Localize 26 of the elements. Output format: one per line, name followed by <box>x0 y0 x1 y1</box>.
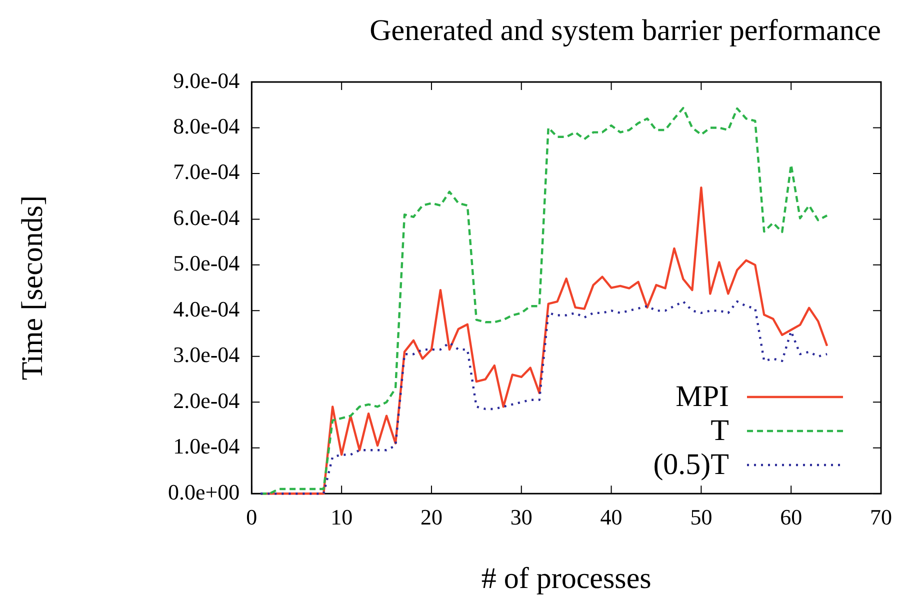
x-tick-label: 60 <box>780 504 802 530</box>
line-series <box>260 106 828 495</box>
y-tick-label: 1.0e-04 <box>173 434 240 459</box>
x-tick-label: 20 <box>420 504 442 530</box>
x-tick-label: 70 <box>870 504 892 530</box>
line-series <box>260 300 828 495</box>
y-tick-label: 0.0e+00 <box>168 479 240 504</box>
chart-title: Generated and system barrier performance <box>370 14 881 47</box>
y-tick-label: 2.0e-04 <box>173 388 240 413</box>
x-tick-label: 10 <box>330 504 353 530</box>
x-tick-label: 50 <box>690 504 712 530</box>
legend-label: T <box>710 414 729 448</box>
x-tick-label: 40 <box>600 504 622 530</box>
y-axis-title: Time [seconds] <box>16 195 49 380</box>
x-axis-title: # of processes <box>481 562 652 595</box>
y-tick-label: 3.0e-04 <box>173 342 240 368</box>
legend-label: MPI <box>676 380 729 414</box>
y-tick-label: 4.0e-04 <box>173 296 240 322</box>
y-tick-label: 6.0e-04 <box>173 204 240 230</box>
y-tick-label: 5.0e-04 <box>173 250 240 276</box>
legend-label: (0.5)T <box>653 448 729 482</box>
y-tick-label: 8.0e-04 <box>173 114 240 139</box>
x-tick-label: 0 <box>246 504 258 530</box>
y-tick-label: 9.0e-04 <box>173 68 240 93</box>
y-tick-label: 7.0e-04 <box>173 159 240 184</box>
x-tick-label: 30 <box>510 504 532 530</box>
